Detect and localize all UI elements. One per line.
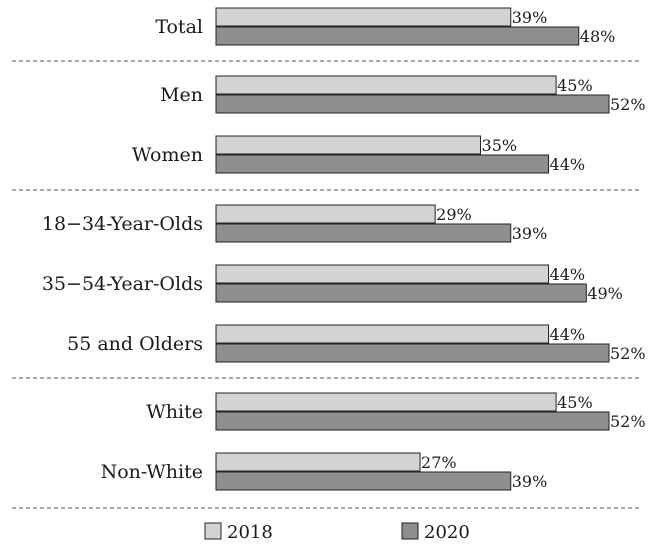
value-label-18-34-year-olds-2020: 39% [512, 224, 548, 243]
value-labels: 39%48%45%52%35%44%29%39%44%49%44%52%45%5… [421, 8, 646, 491]
value-label-women-2020: 44% [550, 155, 586, 174]
value-label-total-2020: 48% [580, 27, 616, 46]
bar-18-34-year-olds-2018 [215, 204, 436, 224]
category-label-women: Women [132, 144, 203, 166]
value-label-18-34-year-olds-2018: 29% [436, 205, 472, 224]
category-label-55-and-olders: 55 and Olders [67, 333, 203, 355]
legend-swatch-2020 [401, 522, 419, 540]
category-label-men: Men [160, 84, 203, 106]
bar-55-and-olders-2020 [215, 343, 610, 363]
value-label-35-54-year-olds-2018: 44% [550, 265, 586, 284]
value-label-total-2018: 39% [512, 8, 548, 27]
bar-non-white-2018 [215, 452, 421, 472]
bar-18-34-year-olds-2020 [215, 223, 512, 243]
value-label-women-2018: 35% [482, 136, 518, 155]
legend-label-2018: 2018 [227, 522, 273, 543]
value-label-men-2018: 45% [557, 76, 593, 95]
legend-swatch-2018 [204, 522, 222, 540]
bars [215, 7, 610, 491]
bar-men-2020 [215, 94, 610, 114]
value-label-55-and-olders-2018: 44% [550, 325, 586, 344]
value-label-men-2020: 52% [610, 95, 646, 114]
value-label-white-2018: 45% [557, 393, 593, 412]
bar-35-54-year-olds-2020 [215, 283, 587, 303]
bar-white-2020 [215, 411, 610, 431]
category-label-white: White [146, 401, 203, 423]
bar-total-2018 [215, 7, 512, 27]
category-label-non-white: Non-White [101, 461, 203, 483]
legend-label-2020: 2020 [424, 522, 470, 543]
category-label-35-54-year-olds: 35−54-Year-Olds [42, 273, 203, 295]
category-label-total: Total [155, 16, 203, 38]
value-label-white-2020: 52% [610, 412, 646, 431]
legend: 2018 2020 [204, 522, 470, 543]
bar-women-2018 [215, 135, 482, 155]
bar-35-54-year-olds-2018 [215, 264, 550, 284]
bar-men-2018 [215, 75, 557, 95]
category-label-18-34-year-olds: 18−34-Year-Olds [42, 213, 203, 235]
bar-white-2018 [215, 392, 557, 412]
value-label-non-white-2020: 39% [512, 472, 548, 491]
value-label-non-white-2018: 27% [421, 453, 457, 472]
bar-non-white-2020 [215, 471, 512, 491]
bar-women-2020 [215, 154, 550, 174]
bar-total-2020 [215, 26, 580, 46]
category-labels: Total Men Women 18−34-Year-Olds 35−54-Year-O… [42, 16, 203, 483]
value-label-55-and-olders-2020: 52% [610, 344, 646, 363]
bar-55-and-olders-2018 [215, 324, 550, 344]
value-label-35-54-year-olds-2020: 49% [587, 284, 623, 303]
